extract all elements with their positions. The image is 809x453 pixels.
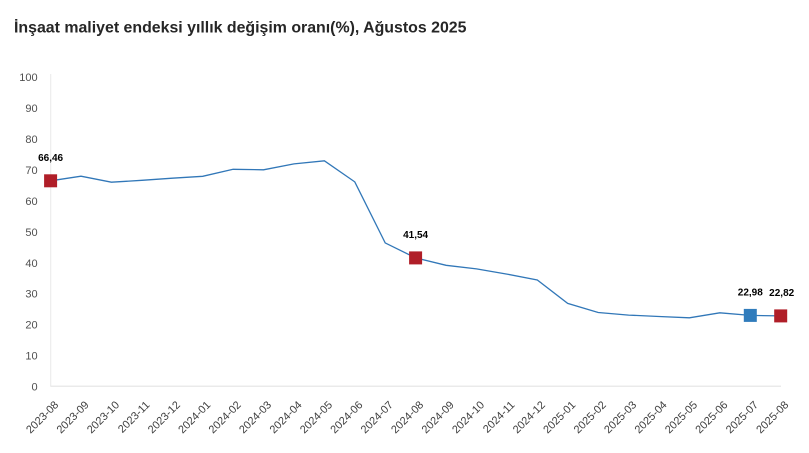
svg-text:20: 20 xyxy=(25,320,37,332)
svg-text:22,98: 22,98 xyxy=(738,287,763,298)
svg-text:70: 70 xyxy=(25,165,37,177)
svg-text:22,82: 22,82 xyxy=(769,288,794,299)
svg-text:0: 0 xyxy=(31,382,37,394)
svg-text:50: 50 xyxy=(25,227,37,239)
svg-text:İnşaat maliyet endeksi yıllık: İnşaat maliyet endeksi yıllık değişim or… xyxy=(14,19,467,37)
svg-text:60: 60 xyxy=(25,196,37,208)
svg-text:80: 80 xyxy=(25,134,37,146)
svg-text:100: 100 xyxy=(19,72,37,84)
svg-text:41,54: 41,54 xyxy=(403,230,428,241)
svg-text:90: 90 xyxy=(25,103,37,115)
svg-text:10: 10 xyxy=(25,351,37,363)
svg-text:40: 40 xyxy=(25,258,37,270)
svg-text:66,46: 66,46 xyxy=(38,153,63,164)
svg-text:30: 30 xyxy=(25,289,37,301)
